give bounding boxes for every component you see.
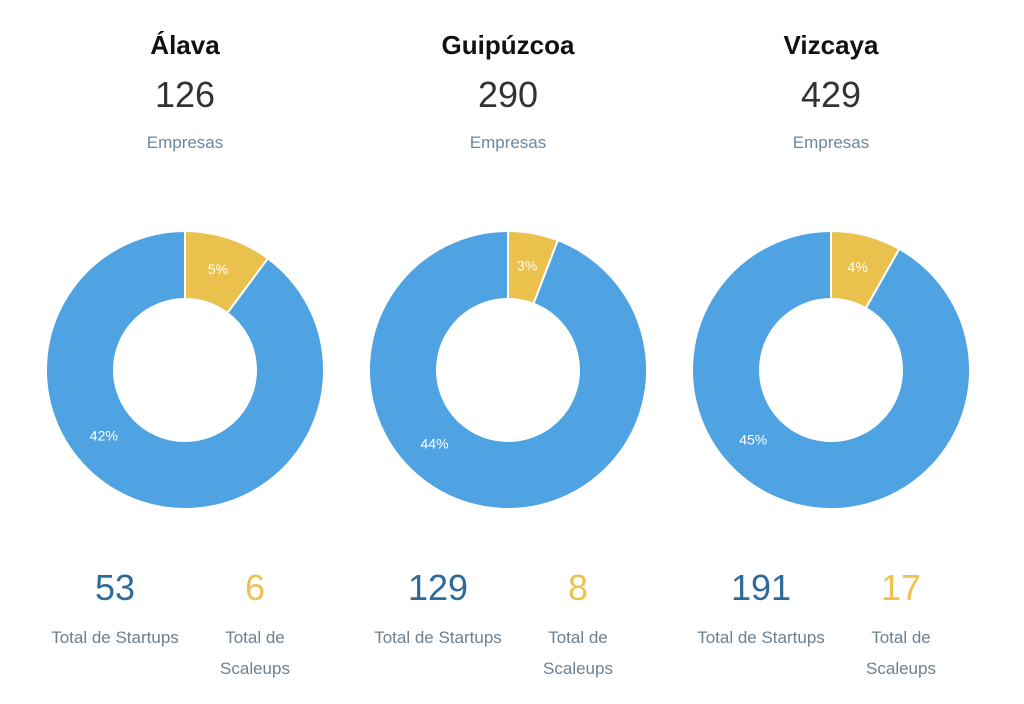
scaleups-percent-label: 4% bbox=[848, 259, 868, 275]
region-title: Vizcaya bbox=[783, 30, 879, 60]
startups-slice bbox=[691, 229, 971, 510]
scaleups-label-line2: Scaleups bbox=[220, 659, 290, 678]
region-panel-guipuzcoa: Guipúzcoa 290 Empresas 3% 44% 129 Total d… bbox=[358, 0, 658, 704]
donut-chart-alava: 5% 42% bbox=[45, 229, 325, 510]
scaleups-label: Total de Scaleups bbox=[533, 622, 623, 684]
startups-label: Total de Startups bbox=[374, 628, 502, 647]
scaleups-label-line1: Total de bbox=[548, 628, 608, 647]
startups-stat: 53 Total de Startups bbox=[35, 566, 195, 653]
scaleups-label-line1: Total de bbox=[225, 628, 285, 647]
startups-stat: 129 Total de Startups bbox=[358, 566, 518, 653]
scaleups-percent-label: 5% bbox=[208, 261, 228, 277]
startups-percent-label: 45% bbox=[739, 431, 767, 447]
scaleups-label: Total de Scaleups bbox=[856, 622, 946, 684]
region-company-count: 429 bbox=[800, 74, 862, 115]
region-panel-alava: Álava 126 Empresas 5% 42% 53 Total de Sta… bbox=[35, 0, 335, 704]
startups-stat: 191 Total de Startups bbox=[681, 566, 841, 653]
startups-label: Total de Startups bbox=[51, 628, 179, 647]
scaleups-value: 17 bbox=[880, 567, 922, 608]
scaleups-label-line1: Total de bbox=[871, 628, 931, 647]
startups-slice bbox=[368, 229, 648, 510]
region-company-label: Empresas bbox=[146, 133, 224, 152]
scaleups-stat: 6 Total de Scaleups bbox=[210, 566, 300, 684]
scaleups-value: 6 bbox=[244, 567, 266, 608]
startups-percent-label: 42% bbox=[90, 427, 118, 443]
startups-value: 129 bbox=[407, 567, 469, 608]
scaleups-stat: 8 Total de Scaleups bbox=[533, 566, 623, 684]
region-company-label: Empresas bbox=[469, 133, 547, 152]
region-title: Guipúzcoa bbox=[441, 30, 575, 60]
startups-value: 53 bbox=[94, 567, 136, 608]
region-panel-vizcaya: Vizcaya 429 Empresas 4% 45% 191 Total de … bbox=[681, 0, 981, 704]
donut-chart-guipuzcoa: 3% 44% bbox=[368, 229, 648, 510]
scaleups-percent-label: 3% bbox=[517, 257, 537, 273]
region-company-count: 290 bbox=[477, 74, 539, 115]
region-company-label: Empresas bbox=[792, 133, 870, 152]
scaleups-value: 8 bbox=[567, 567, 589, 608]
scaleups-stat: 17 Total de Scaleups bbox=[856, 566, 946, 684]
scaleups-label-line2: Scaleups bbox=[543, 659, 613, 678]
donut-chart-vizcaya: 4% 45% bbox=[691, 229, 971, 510]
startups-slice bbox=[45, 229, 325, 510]
scaleups-label: Total de Scaleups bbox=[210, 622, 300, 684]
startups-percent-label: 44% bbox=[421, 436, 449, 452]
startups-value: 191 bbox=[730, 567, 792, 608]
startups-label: Total de Startups bbox=[697, 628, 825, 647]
region-company-count: 126 bbox=[154, 74, 216, 115]
scaleups-label-line2: Scaleups bbox=[866, 659, 936, 678]
region-title: Álava bbox=[150, 30, 220, 60]
